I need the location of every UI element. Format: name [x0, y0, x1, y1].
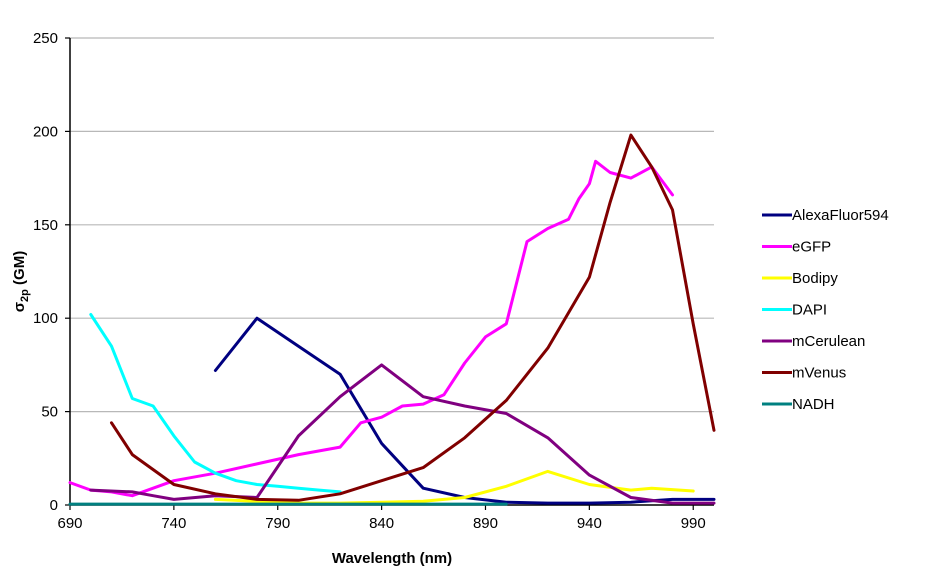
legend-label-mcerulean: mCerulean: [792, 333, 865, 350]
x-tick-label-690: 690: [57, 515, 82, 532]
x-axis-title: Wavelength (nm): [332, 550, 452, 567]
y-axis-title-subscript: 2p: [19, 289, 31, 302]
legend: AlexaFluor594 eGFP Bodipy DAPI mCerulean mVen…: [762, 207, 889, 413]
y-tick-label-200: 200: [33, 123, 58, 140]
series-line-alexafluor594: [213, 316, 716, 505]
legend-label-egfp: eGFP: [792, 239, 831, 256]
legend-label-mvenus: mVenus: [792, 365, 846, 382]
y-tick-labels: 0 50 100 150 200 250: [33, 30, 70, 514]
y-tick-label-250: 250: [33, 30, 58, 47]
series-lines: [68, 133, 716, 506]
y-tick-label-50: 50: [41, 404, 58, 421]
y-axis-title: σ2p (GM): [11, 251, 31, 312]
y-axis-title-unit: (GM): [11, 251, 28, 289]
y-tick-label-0: 0: [50, 497, 58, 514]
legend-label-bodipy: Bodipy: [792, 270, 838, 287]
grid-lines: [70, 37, 714, 413]
series-line-egfp: [68, 159, 674, 498]
y-tick-label-100: 100: [33, 310, 58, 327]
x-tick-label-740: 740: [161, 515, 186, 532]
legend-label-dapi: DAPI: [792, 302, 827, 319]
series-line-mvenus: [110, 133, 716, 502]
x-tick-label-940: 940: [577, 515, 602, 532]
x-tick-label-840: 840: [369, 515, 394, 532]
legend-label-alexafluor594: AlexaFluor594: [792, 207, 889, 224]
y-axis-title-symbol: σ: [11, 302, 28, 312]
x-tick-label-890: 890: [473, 515, 498, 532]
x-tick-labels: 690 740 790 840 890 940 990: [57, 505, 706, 532]
x-tick-label-990: 990: [681, 515, 706, 532]
x-tick-label-790: 790: [265, 515, 290, 532]
series-line-mcerulean: [89, 363, 716, 505]
axes: [69, 38, 714, 506]
legend-label-nadh: NADH: [792, 396, 835, 413]
y-tick-label-150: 150: [33, 217, 58, 234]
series-line-dapi: [89, 313, 342, 494]
